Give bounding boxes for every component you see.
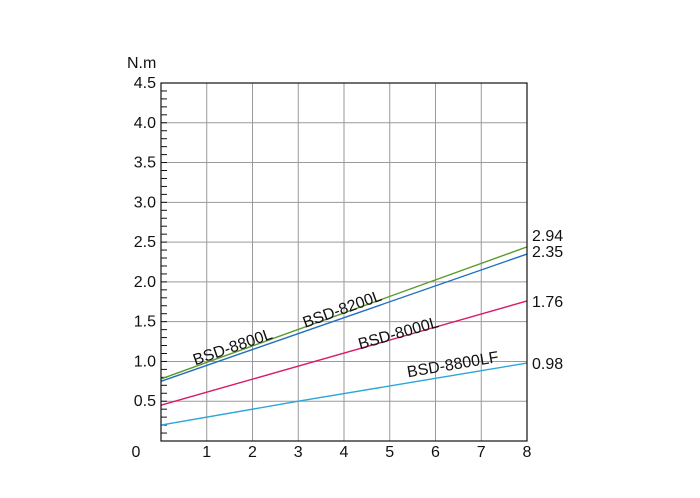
y-tick-label-0.5: 0.5	[134, 393, 156, 410]
y-tick-label-3.0: 3.0	[134, 194, 156, 211]
tick-labels: 0.5 1.0 1.5 2.0 2.5 3.0 3.5 4.0 4.5 1 2 3 4 5 6 7 8 0	[132, 75, 532, 461]
series-line-bsd-8200l	[160, 246, 528, 380]
x-tick-label-2: 2	[248, 444, 257, 461]
y-tick-label-1.0: 1.0	[134, 353, 156, 370]
grid	[161, 82, 528, 441]
y-tick-label-3.5: 3.5	[134, 155, 156, 172]
plot-frame	[160, 82, 528, 442]
series-lines	[160, 246, 528, 426]
x-tick-label-3: 3	[294, 444, 303, 461]
end-value-label: 0.98	[532, 356, 563, 373]
y-axis-unit-label: N.m	[127, 55, 156, 72]
x-tick-label-6: 6	[431, 444, 440, 461]
series-label-bsd-8000l: BSD-8000L	[356, 314, 440, 353]
end-labels: 2.352.94 1.76 0.98	[532, 228, 563, 373]
end-value-label: 1.76	[532, 294, 563, 311]
series-line-bsd-8800lf	[160, 362, 528, 426]
x-tick-label-7: 7	[477, 444, 486, 461]
x-tick-label-8: 8	[523, 444, 532, 461]
y-tick-label-2.5: 2.5	[134, 234, 156, 251]
series-line-bsd-8800l	[160, 253, 528, 382]
y-tick-label-1.5: 1.5	[134, 314, 156, 331]
x-tick-label-5: 5	[385, 444, 394, 461]
y-tick-label-4.0: 4.0	[134, 115, 156, 132]
end-value-label: 2.94	[532, 228, 563, 245]
x-tick-label-1: 1	[202, 444, 211, 461]
x-tick-label-4: 4	[340, 444, 349, 461]
series-label-bsd-8800lf: BSD-8800LF	[406, 349, 500, 381]
series-line-bsd-8000l	[160, 300, 528, 406]
end-value-label: 2.35	[532, 244, 563, 261]
y-tick-label-2.0: 2.0	[134, 274, 156, 291]
series-label-bsd-8200l: BSD-8200L	[301, 288, 385, 332]
y-tick-label-4.5: 4.5	[134, 75, 156, 92]
origin-label: 0	[132, 444, 141, 461]
series-label-bsd-8800l: BSD-8800L	[191, 326, 275, 369]
